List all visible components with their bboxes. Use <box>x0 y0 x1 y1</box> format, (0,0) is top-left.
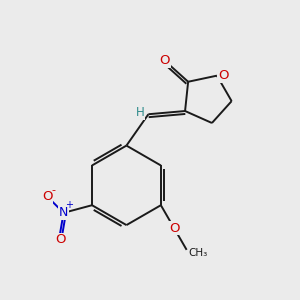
Text: O: O <box>218 69 229 82</box>
Text: O: O <box>169 222 179 235</box>
Text: O: O <box>42 190 52 203</box>
Text: N: N <box>59 206 68 219</box>
Text: O: O <box>160 54 170 67</box>
Text: +: + <box>65 200 73 211</box>
Text: CH₃: CH₃ <box>188 248 207 258</box>
Text: O: O <box>55 233 65 246</box>
Text: H: H <box>136 106 145 119</box>
Text: -: - <box>52 185 56 195</box>
